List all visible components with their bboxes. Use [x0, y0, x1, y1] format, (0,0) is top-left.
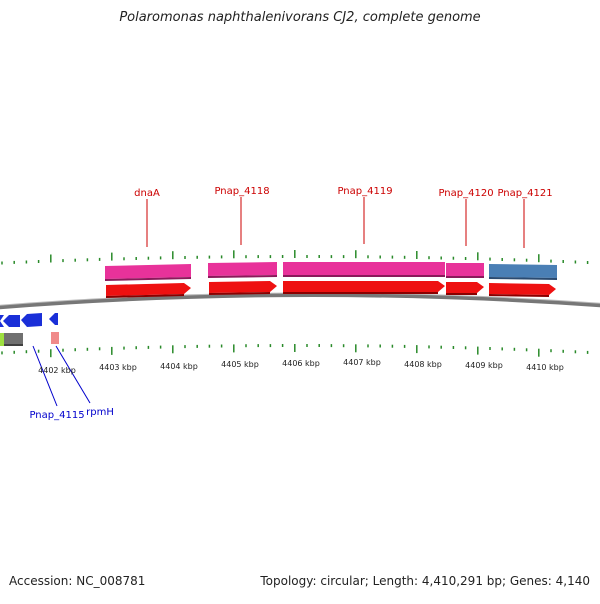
- kbp-label-4407: 4407 kbp: [343, 358, 381, 367]
- cds-pnap-4119-arrow[interactable]: [283, 281, 445, 292]
- label-rpmH[interactable]: rpmH: [86, 407, 114, 418]
- lower-tick-row: [1, 344, 589, 358]
- gene-pnap-4121[interactable]: [489, 264, 557, 278]
- cds-pnap-4121-arrow[interactable]: [489, 283, 556, 295]
- cds-pnap-4118-arrow[interactable]: [209, 281, 277, 293]
- kbp-label-4405: 4405 kbp: [221, 360, 259, 369]
- kbp-scale-labels: 4402 kbp 4403 kbp 4404 kbp 4405 kbp 4406…: [38, 358, 564, 375]
- kbp-label-4409: 4409 kbp: [465, 361, 503, 370]
- cds-pnap-4120-arrow[interactable]: [446, 282, 484, 293]
- kbp-label-4402: 4402 kbp: [38, 366, 76, 375]
- cds-minus-arrow-3[interactable]: [21, 313, 42, 327]
- kbp-label-4408: 4408 kbp: [404, 360, 442, 369]
- kbp-label-4410: 4410 kbp: [526, 363, 564, 372]
- upper-tick-row: [1, 250, 589, 265]
- label-pnap-4120[interactable]: Pnap_4120: [438, 188, 493, 199]
- gene-dnaA-shadow: [105, 277, 191, 281]
- cds-minus-arrow-4[interactable]: [49, 313, 58, 325]
- gene-pnap-4119-shadow: [283, 275, 445, 277]
- map-title: Polaromonas naphthalenivorans CJ2, compl…: [119, 10, 481, 25]
- leader-pnap-4115: [32, 345, 58, 407]
- top-leader-lines: [146, 197, 525, 248]
- kbp-label-4403: 4403 kbp: [99, 363, 137, 372]
- cds-plus-strand: [106, 281, 556, 298]
- label-pnap-4115[interactable]: Pnap_4115: [29, 410, 84, 421]
- bottom-leader-lines: [32, 345, 91, 407]
- genome-backbone: [0, 292, 600, 310]
- kbp-label-4404: 4404 kbp: [160, 362, 198, 371]
- gene-pnap-4121-shadow: [489, 277, 557, 280]
- cds-pnap-4120-arrow-shadow: [446, 293, 477, 295]
- top-gene-labels: dnaA Pnap_4118 Pnap_4119 Pnap_4120 Pnap_…: [134, 186, 552, 199]
- cds-dnaA-arrow[interactable]: [106, 283, 191, 296]
- gene-features: [105, 262, 557, 281]
- cds-pnap-4121-arrow-shadow: [489, 294, 549, 297]
- gene-pnap-4120[interactable]: [446, 263, 484, 276]
- label-pnap-4118[interactable]: Pnap_4118: [214, 186, 269, 197]
- accession-text: Accession: NC_008781: [9, 574, 146, 588]
- gene-block-gray-shadow: [4, 344, 23, 346]
- cds-minus-strand: [0, 313, 59, 346]
- gene-block-green[interactable]: [0, 333, 4, 346]
- gene-dnaA[interactable]: [105, 264, 191, 279]
- kbp-label-4406: 4406 kbp: [282, 359, 320, 368]
- cds-pnap-4118-arrow-shadow: [209, 292, 270, 295]
- leader-rpmH: [55, 345, 91, 404]
- label-pnap-4121[interactable]: Pnap_4121: [497, 188, 552, 199]
- gene-pnap-4120-shadow: [446, 276, 484, 278]
- cds-minus-arrow-1[interactable]: [0, 315, 4, 327]
- cds-minus-arrow-2[interactable]: [3, 315, 20, 327]
- cds-dnaA-arrow-shadow: [106, 294, 184, 298]
- gene-pnap-4118[interactable]: [208, 262, 277, 276]
- gene-block-gray[interactable]: [4, 333, 23, 346]
- label-pnap-4119[interactable]: Pnap_4119: [337, 186, 392, 197]
- genome-summary-text: Topology: circular; Length: 4,410,291 bp…: [260, 574, 590, 588]
- gene-pnap-4119[interactable]: [283, 262, 445, 275]
- gene-pnap-4118-shadow: [208, 275, 277, 278]
- gene-block-rpmH[interactable]: [51, 332, 59, 344]
- bottom-gene-labels: Pnap_4115 rpmH: [29, 407, 113, 421]
- cds-pnap-4119-arrow-shadow: [283, 292, 438, 294]
- label-dnaA[interactable]: dnaA: [134, 188, 160, 199]
